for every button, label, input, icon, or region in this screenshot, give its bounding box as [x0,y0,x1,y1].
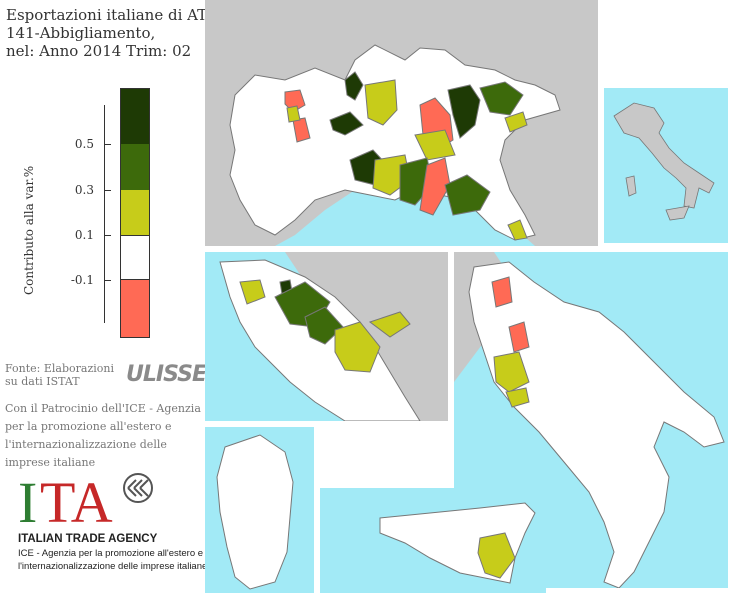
source-line-1: Fonte: Elaborazioni [5,362,114,375]
sicily-silhouette [665,205,690,221]
province-yellow-3 [504,111,528,133]
legend-axis-label: Contributo alla var.% [22,165,36,295]
province-yellow-6 [507,219,528,241]
province-yellow-9 [368,311,411,338]
legend-class-2 [120,190,150,235]
title-line-2: 141-Abbigliamento, [6,24,156,42]
ita-chevrons-icon [127,479,149,497]
map-panel-overview [604,88,728,243]
map-panel-sardinia [205,427,314,593]
map-title: Esportazioni italiane di ATECO: 141-Abbi… [6,6,247,60]
legend-tick-0 [104,144,111,145]
province-yellow-11 [505,387,530,408]
source-line-2: su dati ISTAT [5,375,80,388]
legend-tick-label: 0.3 [74,183,94,197]
ita-tagline-1: ICE - Agenzia per la promozione all'este… [18,548,204,559]
italy-silhouette [613,102,715,209]
region-sardinia [216,434,294,590]
province-red-2 [292,117,311,143]
province-red-4 [419,157,451,216]
province-dark-3 [447,84,481,139]
map-panel-north [205,0,598,246]
province-dark-2 [329,111,364,136]
region-sicily [379,502,536,584]
province-green-1 [479,81,524,116]
title-line-3: nel: Anno 2014 Trim: 02 [6,42,192,60]
ita-name: ITALIAN TRADE AGENCY [18,533,158,545]
province-red-1 [284,89,306,113]
legend-tick-label: -0.1 [70,273,94,287]
province-red-5 [491,276,513,308]
sardinia-silhouette [625,175,637,197]
legend-tick-2 [104,235,111,236]
province-yellow-12 [477,532,516,579]
legend-tick-1 [104,190,111,191]
province-yellow-5 [414,129,456,161]
province-green-5 [304,306,344,345]
patronage-note: Con il Patrocinio dell'ICE - Agenzia per… [5,402,201,469]
province-yellow-7 [239,279,266,305]
province-red-6 [508,321,530,353]
ita-tagline-2: l'internazionalizzazione delle imprese i… [18,561,208,572]
province-green-3 [444,174,491,216]
province-yellow-8 [334,321,381,373]
legend-class-4 [120,280,150,338]
legend-tick-label: 0.1 [74,228,94,242]
province-dark-1 [344,71,364,101]
legend-class-3 [120,235,150,280]
map-panel-sicily [320,488,546,593]
map-panel-south [454,252,728,588]
legend-tick-label: 0.5 [74,137,94,151]
ulisse-logo: ULISSE [126,362,207,387]
legend-tick-3 [104,280,111,281]
source-note: Fonte: Elaborazioni su dati ISTAT [5,362,114,388]
province-yellow-10 [493,351,530,393]
province-yellow-1 [286,105,301,123]
map-panel-center [205,252,448,421]
ita-letters: TA [40,470,113,535]
title-line-1: Esportazioni italiane di ATECO: [6,6,247,24]
region-south-italy [468,261,725,588]
legend-class-0 [120,88,150,144]
province-yellow-2 [364,79,398,126]
legend-class-1 [120,144,150,190]
ita-emblem-icon [123,473,153,503]
legend: Contributo alla var.% 0.5 0.3 0.1 -0.1 [0,80,200,350]
ita-logo: I TA ITALIAN TRADE AGENCY [18,470,158,545]
ita-letter-i: I [18,470,37,535]
legend-axis-line [104,105,105,323]
